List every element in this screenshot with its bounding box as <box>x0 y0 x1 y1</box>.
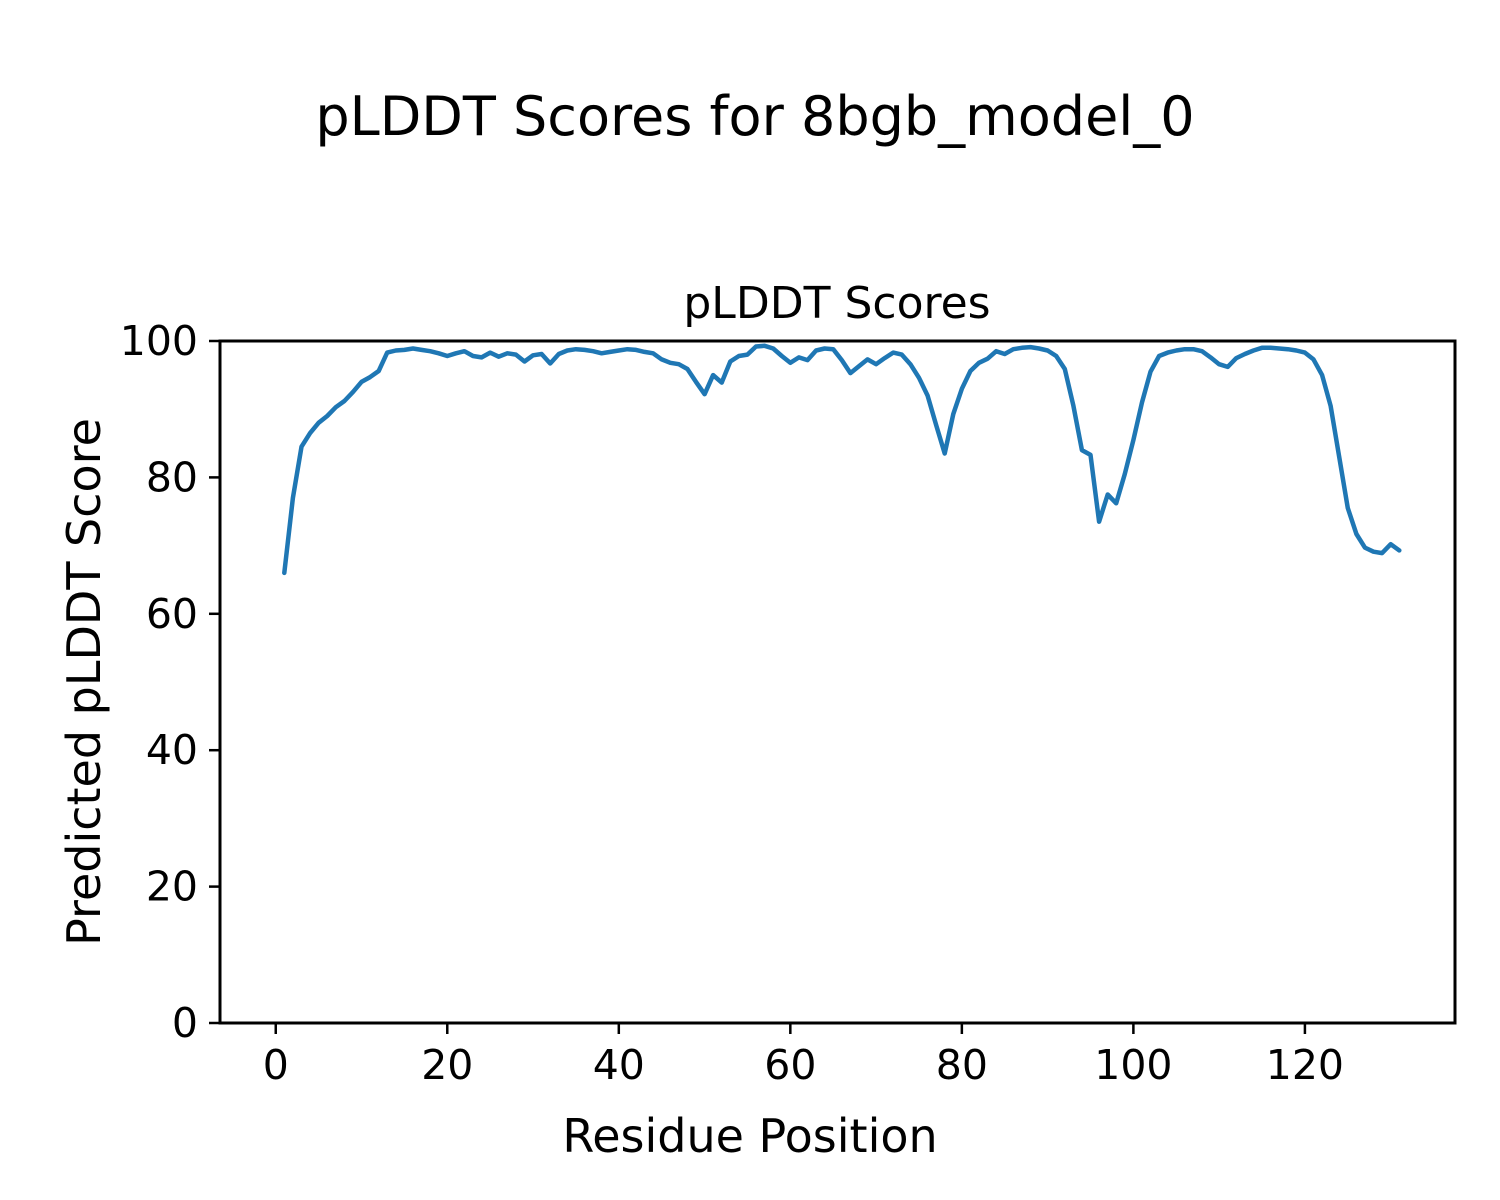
x-axis-label: Residue Position <box>562 1109 937 1163</box>
y-tick-label: 0 <box>172 999 198 1047</box>
y-tick-label: 40 <box>146 726 198 774</box>
y-axis-ticks: 0 20 40 60 80 100 <box>120 317 220 1047</box>
x-tick-label: 80 <box>936 1041 988 1089</box>
x-tick-label: 0 <box>263 1041 289 1089</box>
y-tick-label: 80 <box>146 453 198 501</box>
plddt-line <box>282 343 1402 576</box>
data-series <box>282 343 1402 576</box>
axes-title: pLDDT Scores <box>683 278 990 329</box>
x-axis-ticks: 0 20 40 60 80 100 120 <box>263 1023 1344 1089</box>
y-tick-label: 100 <box>120 317 198 365</box>
x-tick-label: 40 <box>593 1041 645 1089</box>
plot-border <box>218 339 1457 1025</box>
y-axis-label: Predicted pLDDT Score <box>57 418 111 946</box>
x-tick-label: 100 <box>1094 1041 1172 1089</box>
figure-title: pLDDT Scores for 8bgb_model_0 <box>315 85 1194 148</box>
x-tick-label: 20 <box>421 1041 473 1089</box>
y-tick-label: 60 <box>146 590 198 638</box>
x-tick-label: 60 <box>764 1041 816 1089</box>
x-tick-label: 120 <box>1266 1041 1344 1089</box>
y-tick-label: 20 <box>146 863 198 911</box>
